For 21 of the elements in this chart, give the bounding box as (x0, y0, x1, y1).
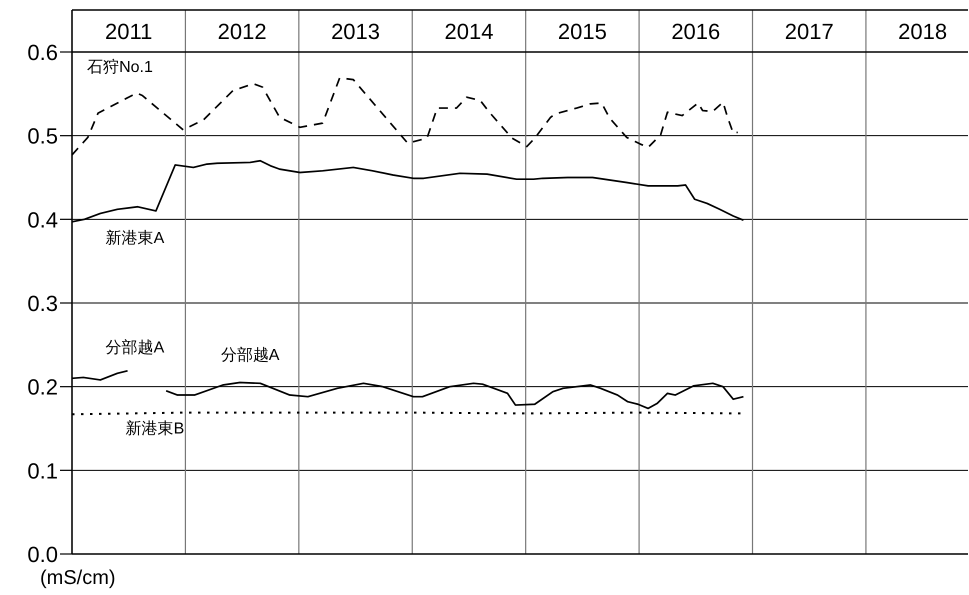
series-label: 石狩No.1 (87, 58, 153, 76)
x-tick-label: 2015 (558, 19, 607, 44)
x-tick-label: 2016 (671, 19, 720, 44)
y-tick-label: 0.1 (27, 458, 58, 484)
x-tick-label: 2013 (331, 19, 380, 44)
x-tick-label: 2017 (784, 19, 834, 44)
x-tick-label: 2012 (218, 19, 267, 44)
y-tick-label: 0.4 (27, 207, 58, 232)
series-label: 新港東B (126, 419, 184, 438)
series-label: 新港東A (106, 228, 165, 247)
x-tick-label: 2018 (898, 19, 948, 44)
y-tick-label: 0.2 (27, 374, 58, 400)
y-tick-label: 0.3 (27, 291, 58, 316)
series-label: 分部越A (220, 346, 280, 364)
y-tick-label: 0.0 (27, 542, 58, 567)
y-tick-label: 0.6 (27, 40, 58, 65)
series-label: 分部越A (106, 338, 165, 356)
x-tick-label: 2011 (105, 19, 152, 44)
y-tick-label: 0.5 (27, 124, 58, 149)
x-tick-label: 2014 (444, 19, 494, 44)
y-axis-title: (mS/cm) (40, 567, 116, 589)
